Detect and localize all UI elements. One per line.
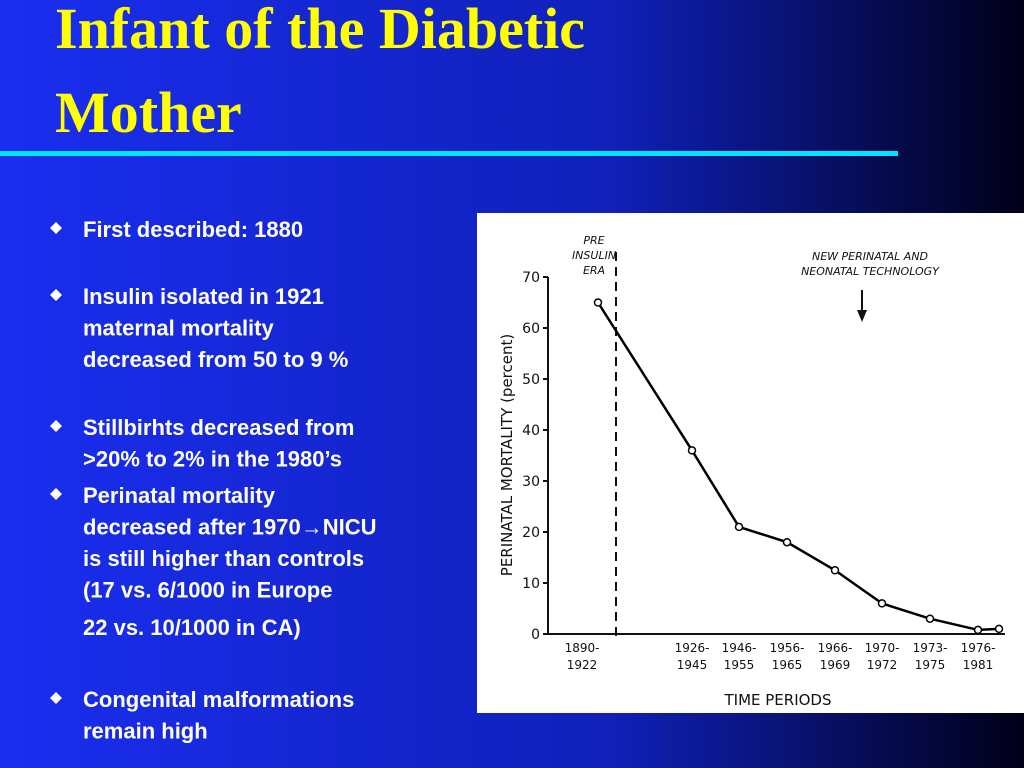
bullet-text: >20% to 2% in the 1980’s xyxy=(83,447,342,472)
y-tick-label: 20 xyxy=(522,525,540,541)
x-tick-label: 1976-1981 xyxy=(961,641,996,672)
annotation: NEW PERINATAL AND NEONATAL TECHNOLOGY xyxy=(801,250,940,278)
data-point xyxy=(973,625,983,635)
x-tick-label: 1966-1969 xyxy=(818,641,853,672)
bullet-text: First described: 1880 xyxy=(83,217,303,242)
bullet-diamond xyxy=(50,420,62,432)
y-tick-label: 0 xyxy=(531,627,540,643)
x-tick-label: 1890-1922 xyxy=(565,641,600,672)
bullet-text: maternal mortality xyxy=(83,316,274,341)
data-point xyxy=(734,522,744,532)
bullet-diamond xyxy=(50,289,62,301)
data-point xyxy=(782,537,792,547)
y-tick-label: 30 xyxy=(522,474,540,490)
bullet-diamond xyxy=(50,222,62,234)
bullet-text: is still higher than controls xyxy=(83,546,364,571)
bullet-text: 22 vs. 10/1000 in CA) xyxy=(83,615,301,640)
title-line: Mother xyxy=(55,80,242,145)
bullet-text: remain high xyxy=(83,719,208,744)
bullet-diamond xyxy=(50,488,62,500)
y-tick-label: 40 xyxy=(522,423,540,439)
data-point xyxy=(830,566,840,575)
bullet-text: decreased from 50 to 9 % xyxy=(83,347,348,372)
bullet-text: Perinatal mortality xyxy=(83,483,276,508)
x-tick-label: 1926-1945 xyxy=(675,641,710,672)
data-point xyxy=(994,624,1004,634)
arrow-head xyxy=(857,310,867,322)
data-point xyxy=(877,599,887,608)
chart-panel xyxy=(477,213,1024,713)
title-line: Infant of the Diabetic xyxy=(55,0,585,61)
x-tick-label: 1956-1965 xyxy=(770,641,805,672)
data-point xyxy=(925,614,935,623)
y-tick-label: 10 xyxy=(522,576,540,592)
x-tick-label: 1946-1955 xyxy=(722,641,757,672)
bullet-text: decreased after 1970→NICU xyxy=(83,515,376,540)
bullet-text: Stillbirhts decreased from xyxy=(83,415,354,440)
divider xyxy=(0,151,898,156)
x-tick-label: 1970-1972 xyxy=(865,641,900,672)
bullet-text: Insulin isolated in 1921 xyxy=(83,284,324,309)
bullet-text: (17 vs. 6/1000 in Europe xyxy=(83,578,332,603)
x-tick-label: 1973-1975 xyxy=(913,641,948,672)
y-tick-label: 70 xyxy=(522,270,540,286)
annotation: PRE INSULIN ERA xyxy=(572,234,616,277)
y-tick-label: 60 xyxy=(522,321,540,337)
y-tick-label: 50 xyxy=(522,372,540,388)
bullet-text: Congenital malformations xyxy=(83,687,354,712)
x-axis-label: TIME PERIODS xyxy=(723,691,831,709)
bullet-diamond xyxy=(50,692,62,704)
data-point xyxy=(687,446,697,455)
y-axis-label: PERINATAL MORTALITY (percent) xyxy=(498,334,516,576)
data-point xyxy=(593,298,603,307)
